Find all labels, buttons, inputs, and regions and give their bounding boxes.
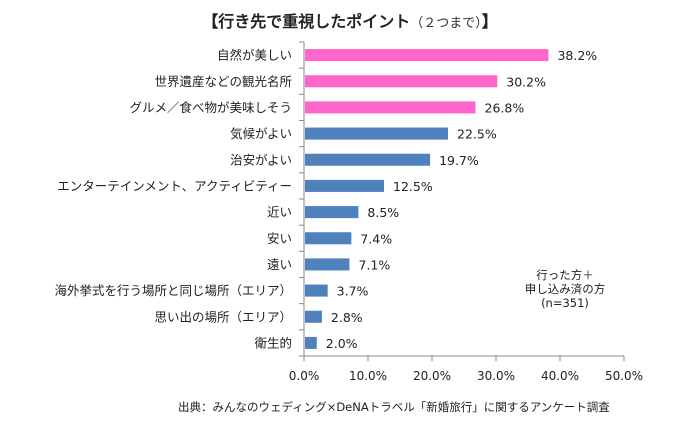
category-label: エンターテインメント、アクティビティー [57, 178, 292, 193]
category-label: 衛生的 [254, 335, 292, 350]
bar [305, 101, 476, 114]
x-tick-label: 40.0% [541, 369, 579, 383]
data-label: 26.8% [485, 100, 525, 115]
chart-title-close: 】 [481, 12, 498, 31]
sample-note-line-3: (n=351) [541, 296, 589, 310]
chart-title-suffix: （２つまで） [410, 16, 482, 31]
bar [305, 153, 431, 166]
data-label: 2.8% [331, 310, 363, 325]
chart-title-main: 【行き先で重視したポイント [202, 12, 411, 31]
data-label: 7.1% [358, 257, 390, 272]
data-label: 2.0% [326, 336, 358, 351]
data-label: 12.5% [393, 179, 433, 194]
bar [305, 179, 384, 192]
bar [305, 232, 352, 245]
source-note: 出典：みんなのウェディング×DeNAトラベル「新婚旅行」に関するアンケート調査 [178, 400, 610, 414]
category-label: 近い [267, 205, 292, 220]
sample-note-line-1: 行った方＋ [536, 268, 594, 282]
data-label: 8.5% [367, 205, 399, 220]
data-label: 38.2% [557, 48, 597, 63]
data-label: 19.7% [439, 153, 479, 168]
x-tick-label: 20.0% [413, 369, 451, 383]
category-label: グルメ／食べ物が美味しそう [129, 100, 292, 115]
bar [305, 75, 498, 88]
sample-note: 行った方＋ 申し込み済の方 (n=351) [510, 268, 620, 310]
bar [305, 49, 549, 62]
sample-note-line-2: 申し込み済の方 [524, 282, 606, 296]
data-label: 22.5% [457, 127, 497, 142]
data-label: 3.7% [337, 284, 369, 299]
chart-title: 【行き先で重視したポイント（２つまで）】 [0, 8, 700, 32]
category-label: 世界遺産などの観光名所 [154, 74, 292, 89]
category-label: 自然が美しい [217, 48, 292, 63]
category-label: 安い [267, 231, 292, 246]
bar [305, 284, 328, 297]
x-tick-label: 50.0% [605, 369, 643, 383]
bar [305, 127, 448, 140]
category-label: 思い出の場所（エリア） [154, 309, 292, 324]
x-tick-label: 10.0% [349, 369, 387, 383]
bar [305, 336, 317, 349]
bar [305, 258, 350, 271]
bar [305, 310, 322, 323]
category-label: 海外挙式を行う場所と同じ場所（エリア） [54, 283, 292, 298]
data-label: 7.4% [360, 231, 392, 246]
x-tick-label: 0.0% [289, 369, 320, 383]
bar [305, 206, 359, 219]
x-tick-label: 30.0% [477, 369, 515, 383]
category-label: 治安がよい [230, 152, 292, 167]
category-label: 気候がよい [230, 126, 292, 141]
data-label: 30.2% [506, 74, 546, 89]
category-label: 遠い [267, 257, 292, 272]
